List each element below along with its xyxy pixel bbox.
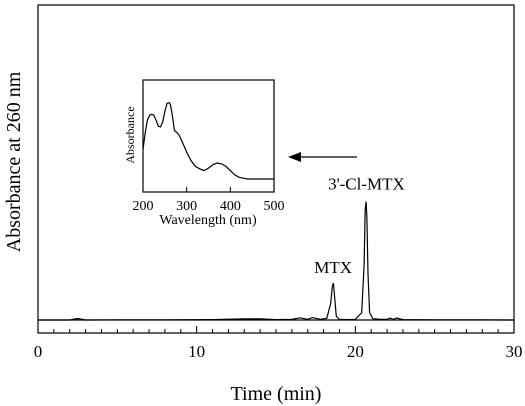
inset-x-tick-label: 300	[176, 199, 197, 214]
inset-x-axis-label: Wavelength (nm)	[159, 213, 257, 228]
inset-plot-frame	[142, 79, 275, 193]
peak-label-3-cl-mtx: 3'-Cl-MTX	[328, 175, 405, 194]
pointer-arrow	[288, 152, 357, 162]
x-tick-label: 0	[34, 342, 43, 361]
inset-x-ticks	[142, 187, 275, 192]
main-x-axis-label: Time (min)	[231, 383, 322, 405]
x-tick-label: 20	[347, 342, 364, 361]
main-plot-frame	[37, 4, 515, 334]
inset-x-tick-label: 400	[220, 199, 241, 214]
chromatogram-trace	[38, 201, 515, 321]
peak-label-mtx: MTX	[314, 258, 352, 277]
inset-y-axis-label: Absorbance	[123, 106, 137, 163]
inset-x-ticklabels: 200 300 400 500	[133, 199, 285, 214]
x-tick-label: 10	[188, 342, 205, 361]
main-x-ticklabels: 0 10 20 30	[34, 342, 523, 361]
main-x-ticks	[37, 326, 515, 333]
inset-x-tick-label: 500	[264, 199, 285, 214]
uv-spectrum-trace	[142, 101, 274, 180]
x-tick-label: 30	[506, 342, 523, 361]
inset-x-tick-label: 200	[133, 199, 154, 214]
main-y-axis-label: Absorbance at 260 nm	[3, 71, 25, 252]
